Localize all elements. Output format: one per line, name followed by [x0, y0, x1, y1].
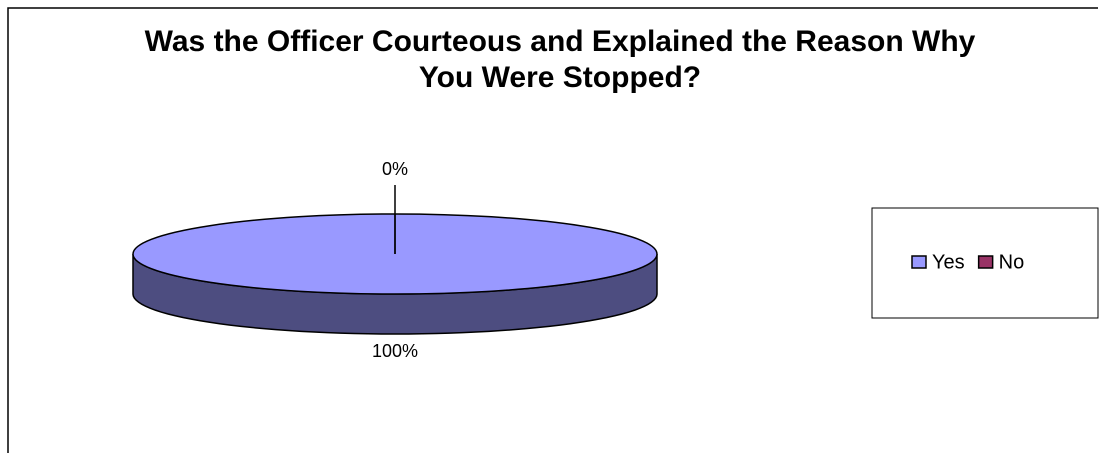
chart-frame	[7, 7, 1098, 453]
legend-swatch	[977, 255, 994, 269]
chart-title: Was the Officer Courteous and Explained …	[144, 25, 976, 94]
legend-swatch	[911, 255, 927, 269]
legend-label: No	[999, 251, 1025, 273]
data-label: 0%	[382, 159, 408, 179]
legend-label: Yes	[932, 251, 965, 273]
data-label: 100%	[372, 341, 418, 361]
